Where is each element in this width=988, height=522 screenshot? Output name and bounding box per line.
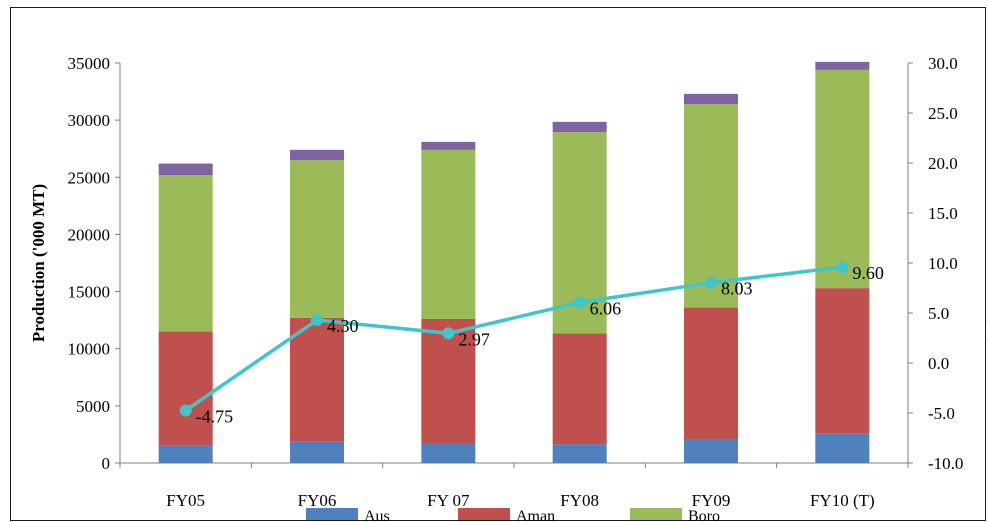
bar-aus <box>290 441 344 463</box>
bar-boro <box>815 69 870 289</box>
y2-tick-label: -10.0 <box>928 454 963 473</box>
growth-data-label: 9.60 <box>852 263 884 283</box>
growth-data-label: 6.06 <box>590 298 622 318</box>
x-tick-label: FY06 <box>298 491 337 510</box>
growth-data-label: -4.75 <box>196 407 234 427</box>
legend-swatch-aus <box>306 508 358 520</box>
x-tick-label: FY09 <box>692 491 731 510</box>
bar-boro <box>290 160 344 318</box>
y2-tick-label: 5.0 <box>928 304 949 323</box>
bar-aman <box>421 319 476 444</box>
bar-aman <box>158 331 213 446</box>
y-tick-label: 15000 <box>68 283 111 302</box>
bar-aus <box>158 445 213 463</box>
growth-marker <box>573 296 586 309</box>
growth-marker <box>836 261 849 273</box>
bar-aman <box>684 307 738 440</box>
x-tick-label: FY10 (T) <box>810 491 875 510</box>
growth-marker <box>179 404 192 417</box>
y2-tick-label: 0.0 <box>928 354 949 373</box>
bar-top-segment <box>290 149 344 161</box>
legend-label-boro: Boro <box>688 508 720 522</box>
growth-data-label: 8.03 <box>721 279 753 299</box>
bar-aman <box>815 288 870 434</box>
y-tick-label: 35000 <box>68 54 111 73</box>
y-tick-label: 30000 <box>68 111 111 130</box>
legend-swatch-boro <box>630 508 682 520</box>
bar-top-segment <box>421 141 476 150</box>
y-tick-label: 20000 <box>68 225 111 244</box>
bar-aus <box>552 444 607 463</box>
bar-top-segment <box>684 93 738 105</box>
bar-aus <box>815 433 870 463</box>
y2-tick-label: 20.0 <box>928 154 958 173</box>
bar-aman <box>290 317 344 442</box>
bar-top-segment <box>815 61 870 70</box>
x-tick-label: FY08 <box>560 491 599 510</box>
bar-top-segment <box>158 163 213 175</box>
legend-label-aman: Aman <box>516 508 555 522</box>
legend-swatch-aman <box>458 508 510 520</box>
bar-boro <box>684 104 738 308</box>
bar-aman <box>552 333 607 445</box>
y2-tick-label: 30.0 <box>928 54 958 73</box>
y-tick-label: 25000 <box>68 168 111 187</box>
y-tick-label: 0 <box>102 454 111 473</box>
y-tick-label: 5000 <box>76 397 110 416</box>
x-tick-label: FY05 <box>166 491 205 510</box>
y-tick-label: 10000 <box>68 340 111 359</box>
growth-marker <box>705 276 717 289</box>
x-tick-label: FY 07 <box>427 491 470 510</box>
growth-data-label: 2.97 <box>458 329 490 349</box>
bar-top-segment <box>552 121 607 133</box>
y2-tick-label: 10.0 <box>928 254 958 273</box>
growth-marker <box>442 327 455 340</box>
y2-tick-label: 15.0 <box>928 204 958 223</box>
y2-tick-label: -5.0 <box>928 404 955 423</box>
legend-label-aus: Aus <box>364 508 390 522</box>
bar-aus <box>684 439 738 463</box>
bar-boro <box>158 175 213 332</box>
bar-aus <box>421 443 476 463</box>
bar-boro <box>421 149 476 319</box>
growth-data-label: 4.30 <box>327 316 359 336</box>
growth-line <box>184 265 843 412</box>
y2-tick-label: 25.0 <box>928 104 958 123</box>
growth-marker <box>311 314 323 326</box>
y-axis-title: Production ('000 MT) <box>29 184 48 342</box>
